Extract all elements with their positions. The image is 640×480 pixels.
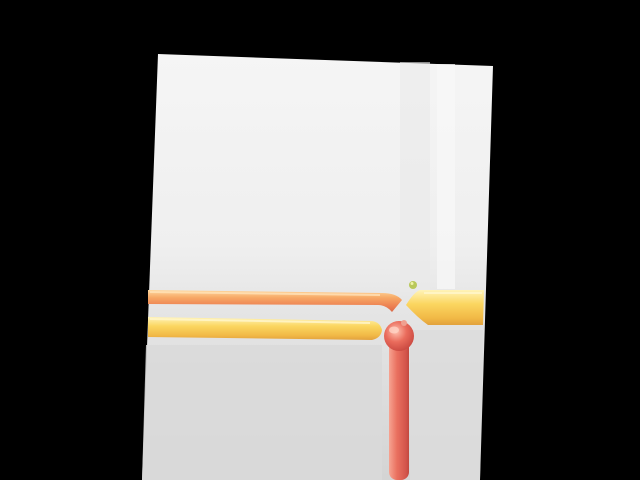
red-tube-bulb — [384, 321, 414, 351]
panel-lower-region — [142, 345, 382, 480]
red-tube-bulb-shine — [389, 326, 399, 334]
orange-tube — [148, 290, 402, 312]
panel-lower-right-region — [410, 330, 483, 480]
yellow-tube-highlight — [149, 318, 371, 324]
small-green-nub — [409, 281, 417, 289]
yellow-right-tube — [406, 290, 484, 325]
small-bulb-cap — [401, 320, 407, 326]
panel-shade-strip — [437, 64, 455, 289]
small-green-nub-shine — [410, 282, 414, 285]
orange-tube-highlight — [149, 291, 381, 296]
panel-shade-strip — [400, 62, 430, 292]
red-vertical-tube — [389, 338, 409, 480]
